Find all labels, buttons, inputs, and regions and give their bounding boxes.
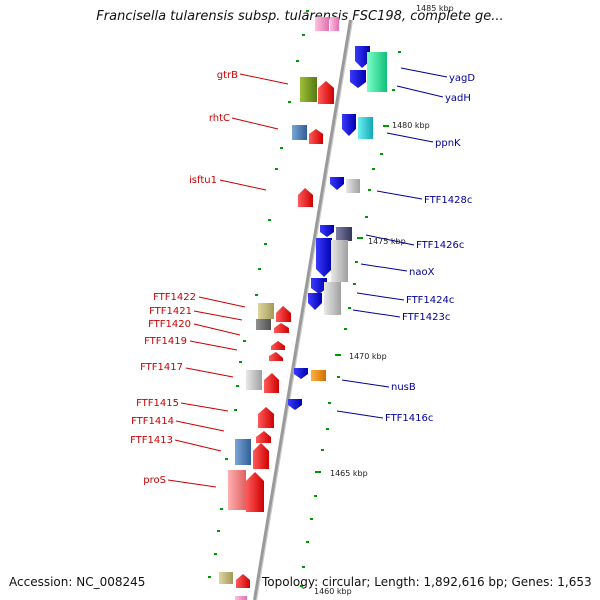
genome-backbone [253, 19, 353, 600]
tick-labels: 1485 kbp 1480 kbp 1475 kbp 1470 kbp 1465… [314, 4, 454, 596]
gene-feature [331, 240, 348, 282]
gene-feature [276, 306, 291, 322]
gene-feature [235, 596, 247, 600]
gene-feature [246, 472, 264, 512]
gene-feature [298, 188, 313, 207]
gene-feature [228, 470, 246, 510]
gene-label: FTF1413 [130, 435, 173, 446]
gene-label: FTF1416c [385, 413, 433, 424]
gene-label: FTF1419 [144, 336, 187, 347]
tick-label: 1470 kbp [349, 352, 387, 361]
accession-text: Accession: NC_008245 [9, 575, 146, 589]
gene-feature [292, 125, 307, 140]
tick-label: 1475 kbp [368, 237, 406, 246]
gene-feature [236, 574, 250, 588]
gene-feature [258, 407, 274, 428]
gene-feature [330, 17, 339, 31]
gene-label: naoX [409, 267, 435, 278]
gene-feature [219, 572, 233, 584]
gene-feature [258, 303, 274, 319]
gene-label: rhtC [209, 113, 230, 124]
gene-feature [330, 177, 344, 190]
gene-label: FTF1415 [136, 398, 179, 409]
tick-label: 1460 kbp [314, 587, 352, 596]
gene-label: FTF1414 [131, 416, 174, 427]
gene-feature [269, 352, 283, 361]
gene-feature [256, 431, 271, 443]
gene-label: FTF1422 [153, 292, 196, 303]
gene-feature [235, 439, 251, 465]
gene-label: FTF1428c [424, 195, 472, 206]
gene-feature [311, 278, 327, 294]
gene-feature [318, 81, 334, 104]
gene-label: FTF1426c [416, 240, 464, 251]
gene-label: FTF1423c [402, 312, 450, 323]
gene-label: FTF1417 [140, 362, 183, 373]
gene-label: FTF1424c [406, 295, 454, 306]
gene-feature [350, 70, 366, 88]
gene-feature [294, 368, 308, 379]
gene-feature [355, 46, 370, 68]
tick-label: 1465 kbp [330, 469, 368, 478]
gene-label: proS [143, 475, 166, 486]
gene-label: FTF1421 [149, 306, 192, 317]
gene-label: FTF1420 [148, 319, 191, 330]
gene-feature [308, 293, 322, 310]
gene-feature [316, 238, 332, 277]
gene-feature [309, 129, 323, 144]
gene-feature [253, 443, 269, 469]
gene-feature [358, 117, 373, 139]
gene-label: nusB [391, 382, 416, 393]
gene-label: isftu1 [189, 175, 217, 186]
left-leaders [167, 73, 289, 488]
left-gene-labels: gtrB rhtC isftu1 FTF1422 FTF1421 FTF1420… [130, 70, 238, 486]
gene-label: yagD [449, 73, 475, 84]
gene-feature [311, 370, 326, 381]
gene-feature [274, 323, 289, 333]
map-title: Francisella tularensis subsp. tularensis… [96, 9, 504, 24]
gene-feature [346, 179, 360, 193]
gene-feature [256, 319, 271, 330]
gene-feature [324, 282, 341, 315]
scale-ticks-left [208, 60, 299, 578]
genome-summary-text: Topology: circular; Length: 1,892,616 bp… [262, 575, 592, 589]
gene-label: ppnK [435, 138, 461, 149]
gene-feature [315, 17, 329, 31]
gene-feature [288, 399, 302, 410]
reverse-genes [288, 17, 387, 410]
gene-feature [336, 227, 352, 241]
right-leaders [336, 67, 448, 419]
scale-ticks [300, 10, 401, 587]
gene-feature [271, 341, 285, 350]
gene-feature [367, 52, 387, 92]
gene-label: gtrB [217, 70, 238, 81]
gene-feature [320, 225, 334, 237]
gene-feature [246, 370, 262, 390]
gene-feature [264, 373, 279, 393]
forward-genes [219, 17, 334, 600]
tick-label: 1485 kbp [416, 4, 454, 13]
tick-label: 1480 kbp [392, 121, 430, 130]
right-gene-labels: yagD yadH ppnK FTF1428c FTF1426c naoX FT… [385, 73, 475, 424]
gene-feature [342, 114, 356, 136]
gene-label: yadH [445, 93, 471, 104]
gene-feature [300, 77, 317, 102]
